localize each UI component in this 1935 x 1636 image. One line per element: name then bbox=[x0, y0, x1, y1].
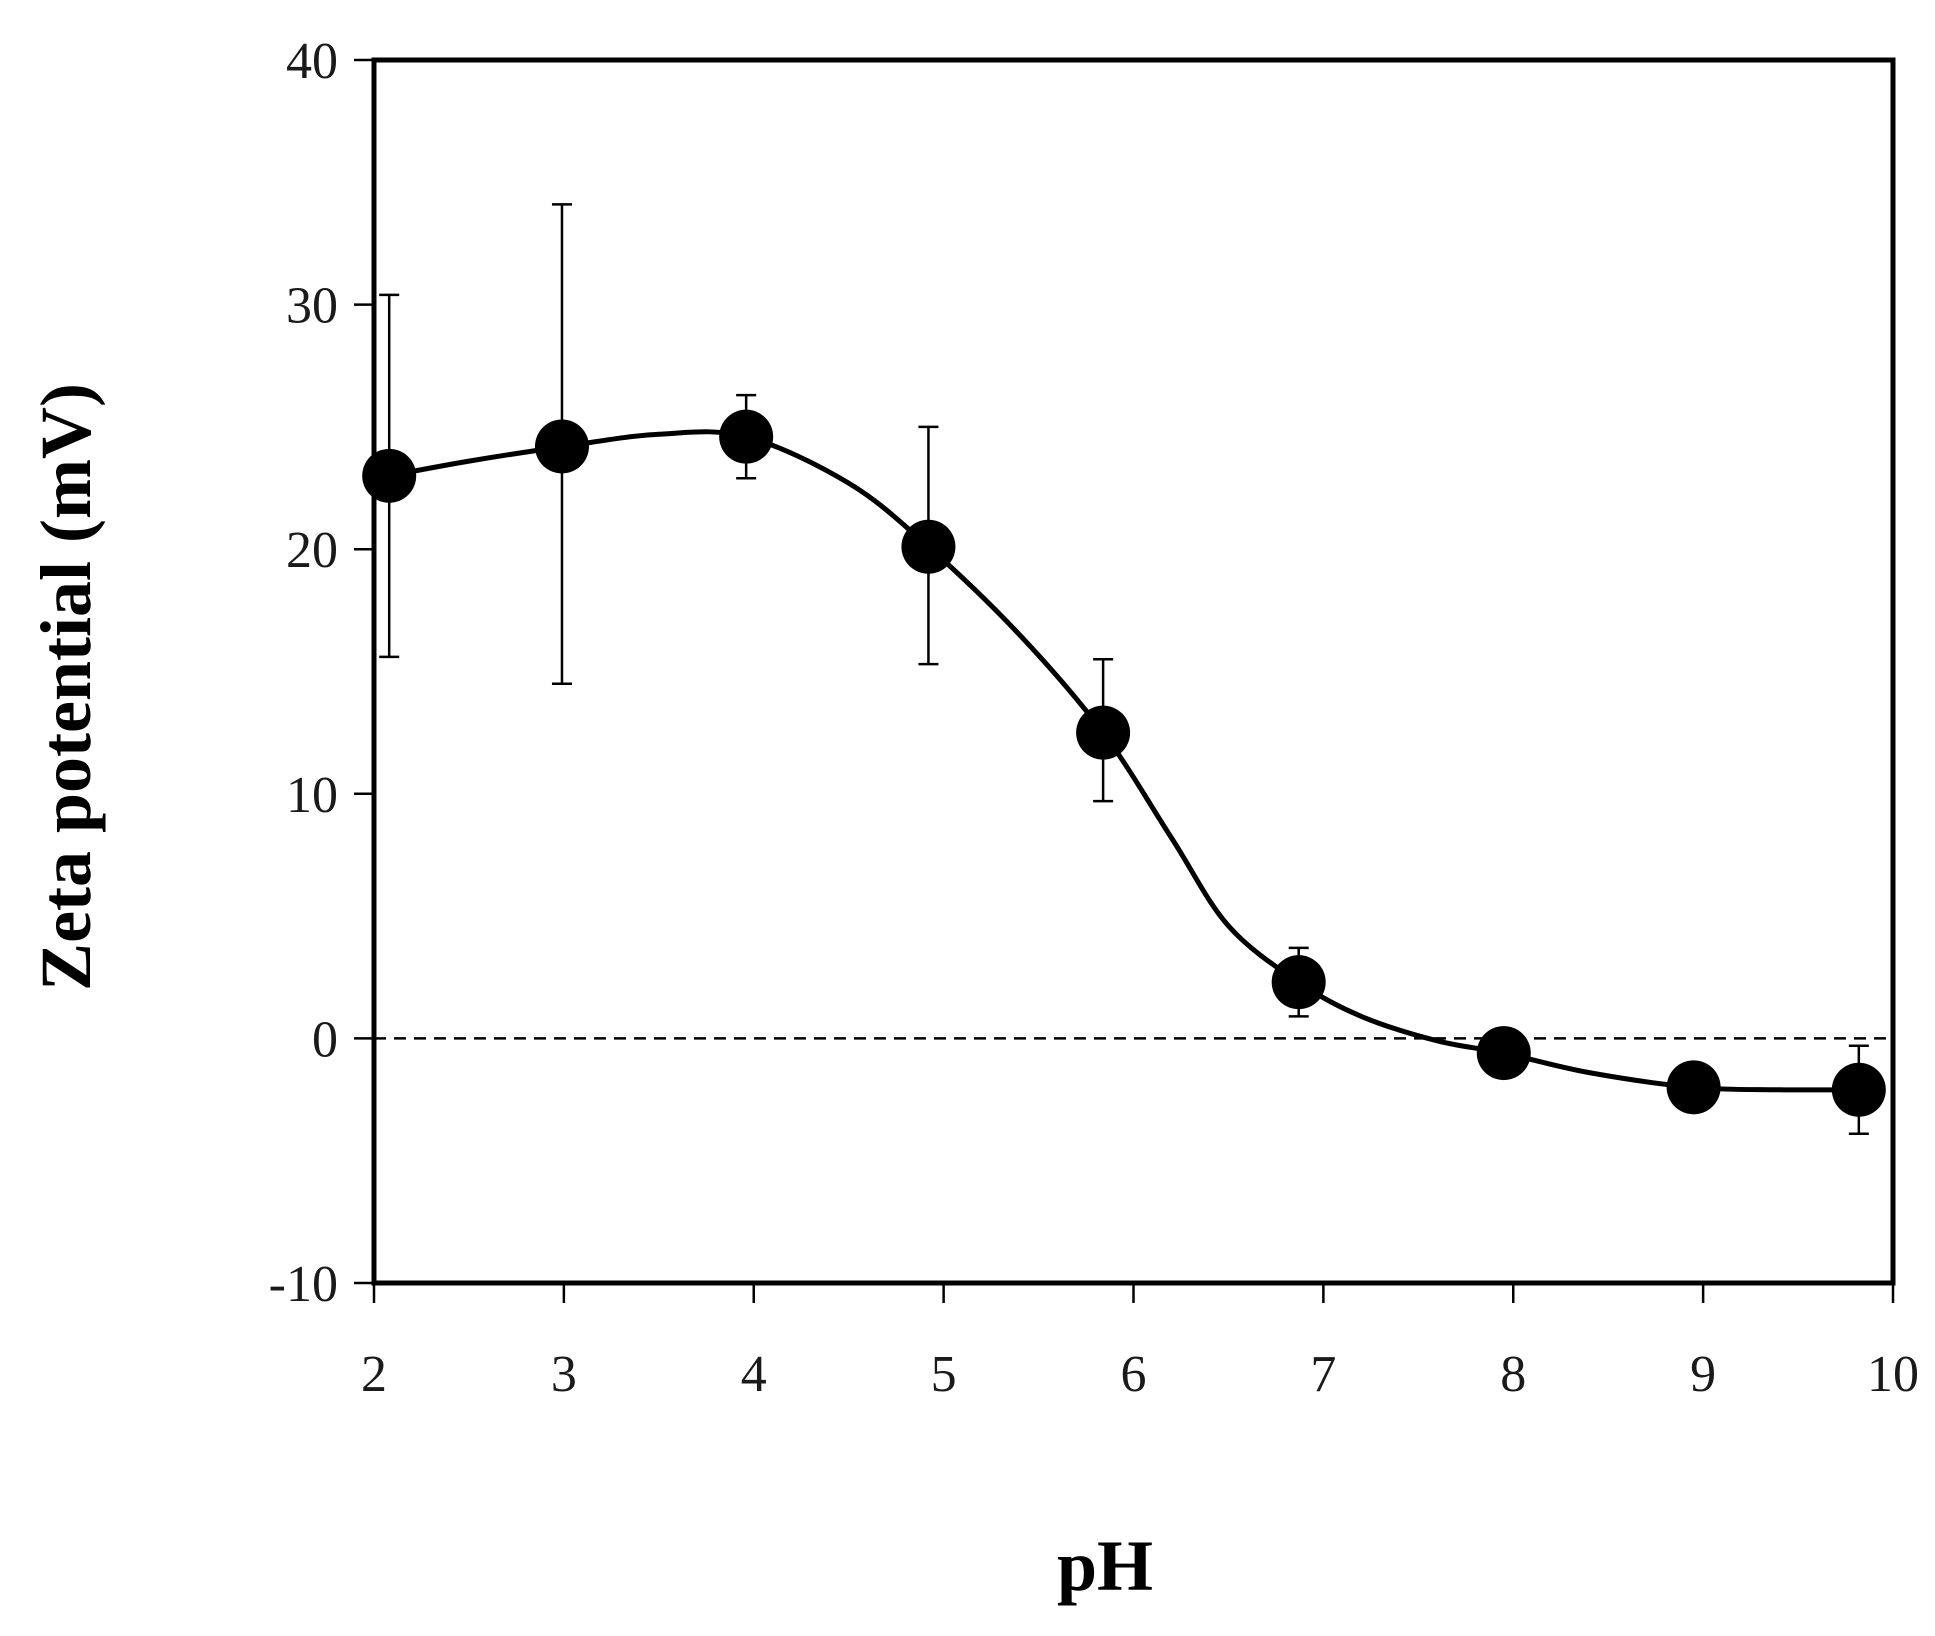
data-point-6 bbox=[1271, 955, 1326, 1010]
x-tick-label-2: 2 bbox=[361, 1346, 387, 1403]
fit-curve bbox=[388, 429, 1859, 1093]
data-point-9 bbox=[1831, 1062, 1886, 1117]
plot-frame bbox=[371, 57, 1896, 1286]
x-axis-title: pH bbox=[1057, 1526, 1153, 1606]
x-tick-label-4: 4 bbox=[741, 1346, 767, 1403]
data-point-7 bbox=[1476, 1026, 1531, 1081]
y-axis-title: Zeta potential (mV) bbox=[26, 383, 106, 991]
y-tick-label-0: 0 bbox=[312, 1011, 338, 1068]
x-tick-label-10: 10 bbox=[1867, 1346, 1919, 1403]
x-tick-label-3: 3 bbox=[551, 1346, 577, 1403]
y-tick-label-10: 10 bbox=[286, 767, 338, 824]
plot-layer: -10 0 10 20 30 40 2 3 4 5 6 7 8 9 10 bbox=[269, 33, 1919, 1403]
x-tick-label-7: 7 bbox=[1310, 1346, 1336, 1403]
data-point-1 bbox=[362, 448, 417, 503]
y-tick-label-30: 30 bbox=[286, 278, 338, 335]
data-point-3 bbox=[719, 409, 774, 464]
data-point-4 bbox=[901, 519, 956, 574]
x-tick-label-8: 8 bbox=[1500, 1346, 1526, 1403]
x-tick-label-9: 9 bbox=[1690, 1346, 1716, 1403]
data-point-8 bbox=[1666, 1060, 1721, 1115]
y-tick-label-40: 40 bbox=[286, 33, 338, 90]
y-tick-label--10: -10 bbox=[269, 1256, 338, 1313]
y-tick-label-20: 20 bbox=[286, 522, 338, 579]
x-tick-label-6: 6 bbox=[1121, 1346, 1147, 1403]
y-axis-title-group: Zeta potential (mV) bbox=[26, 383, 106, 991]
data-point-2 bbox=[534, 419, 589, 474]
x-tick-label-5: 5 bbox=[931, 1346, 957, 1403]
data-point-5 bbox=[1076, 705, 1131, 760]
